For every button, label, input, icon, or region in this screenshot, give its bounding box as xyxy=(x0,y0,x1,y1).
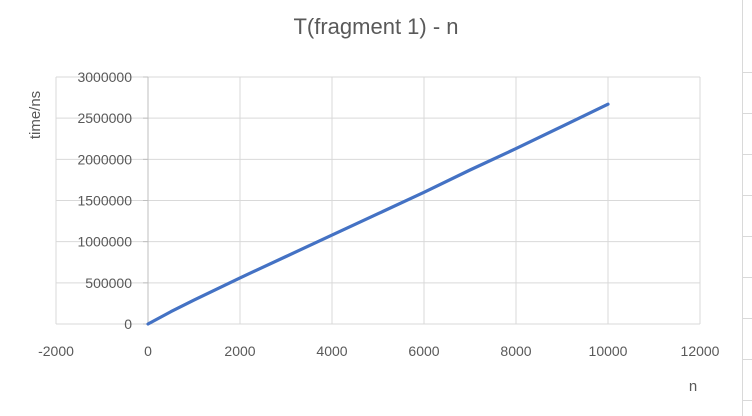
chart-title: T(fragment 1) - n xyxy=(293,14,459,39)
series-line xyxy=(146,102,610,326)
window-edge-tick xyxy=(742,359,752,360)
y-tick-label: 0 xyxy=(124,316,132,332)
axis-layer xyxy=(143,76,149,325)
tick-label-layer: 0 500000 1000000 1500000 2000000 2500000 30000… xyxy=(38,69,720,359)
series-layer xyxy=(146,102,610,326)
y-tick-label: 2000000 xyxy=(77,151,132,167)
window-edge-tick xyxy=(742,154,752,155)
x-tick-label: 12000 xyxy=(681,343,720,359)
grid-layer xyxy=(55,76,701,325)
window-edge-tick xyxy=(742,277,752,278)
y-tick-label: 2500000 xyxy=(77,110,132,126)
x-tick-label: 10000 xyxy=(589,343,628,359)
y-tick-label: 1000000 xyxy=(77,234,132,250)
x-tick-label: 8000 xyxy=(500,343,531,359)
window-edge-divider xyxy=(742,0,743,416)
x-tick-label: 4000 xyxy=(316,343,347,359)
window-edge-tick xyxy=(742,113,752,114)
x-tick-label: 2000 xyxy=(224,343,255,359)
y-tick-label: 1500000 xyxy=(77,193,132,209)
window-edge-tick xyxy=(742,318,752,319)
window-edge-tick xyxy=(742,236,752,237)
y-tick-label: 500000 xyxy=(85,275,132,291)
y-tick-label: 3000000 xyxy=(77,69,132,85)
x-tick-label: 0 xyxy=(144,343,152,359)
y-axis-label: time/ns xyxy=(27,91,44,139)
x-axis-label: n xyxy=(689,378,697,395)
x-tick-label: 6000 xyxy=(408,343,439,359)
window-edge-tick xyxy=(742,400,752,401)
x-tick-label: -2000 xyxy=(38,343,74,359)
window-edge-tick xyxy=(742,195,752,196)
window-edge-tick xyxy=(742,72,752,73)
